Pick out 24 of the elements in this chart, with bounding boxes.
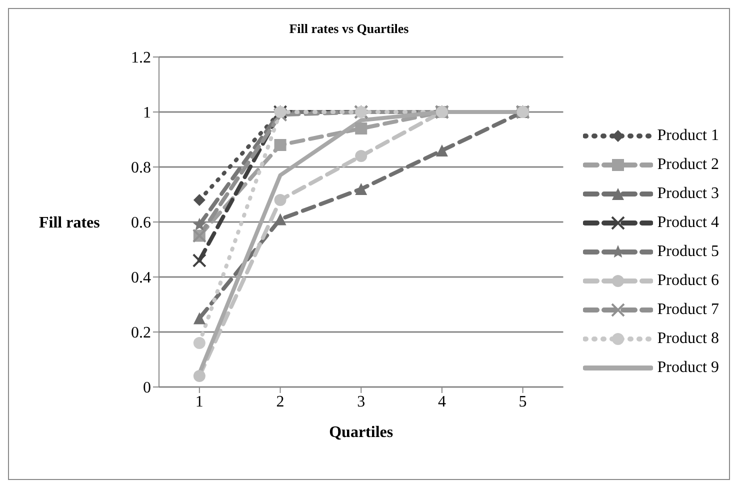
y-tick-label: 1.2 [131,50,151,67]
x-tick-label: 2 [276,393,284,410]
y-tick-label: 0.8 [131,160,151,177]
y-tick-label: 0 [143,380,151,397]
x-tick-label: 4 [438,393,446,410]
y-axis-title: Fill rates [39,214,100,232]
y-tick-label: 0.6 [131,214,151,232]
legend-label: Product 7 [657,301,719,319]
y-tick-label: 1 [143,104,151,122]
legend-label: Product 8 [657,330,719,348]
legend-label: Product 2 [657,156,719,174]
x-tick-label: 5 [518,393,527,410]
x-tick-label: 3 [357,393,366,410]
x-axis-title: Quartiles [329,424,394,441]
legend-label: Product 3 [657,185,719,203]
legend-label: Product 6 [657,272,719,290]
legend-label: Product 4 [657,214,719,232]
x-tick-label: 1 [195,393,204,410]
legend-label: Product 9 [657,359,719,377]
y-tick-label: 0.4 [131,270,151,287]
legend-label: Product 1 [657,127,719,145]
chart-title: Fill rates vs Quartiles [288,20,410,37]
legend-label: Product 5 [657,243,719,261]
y-tick-label: 0.2 [131,324,151,342]
